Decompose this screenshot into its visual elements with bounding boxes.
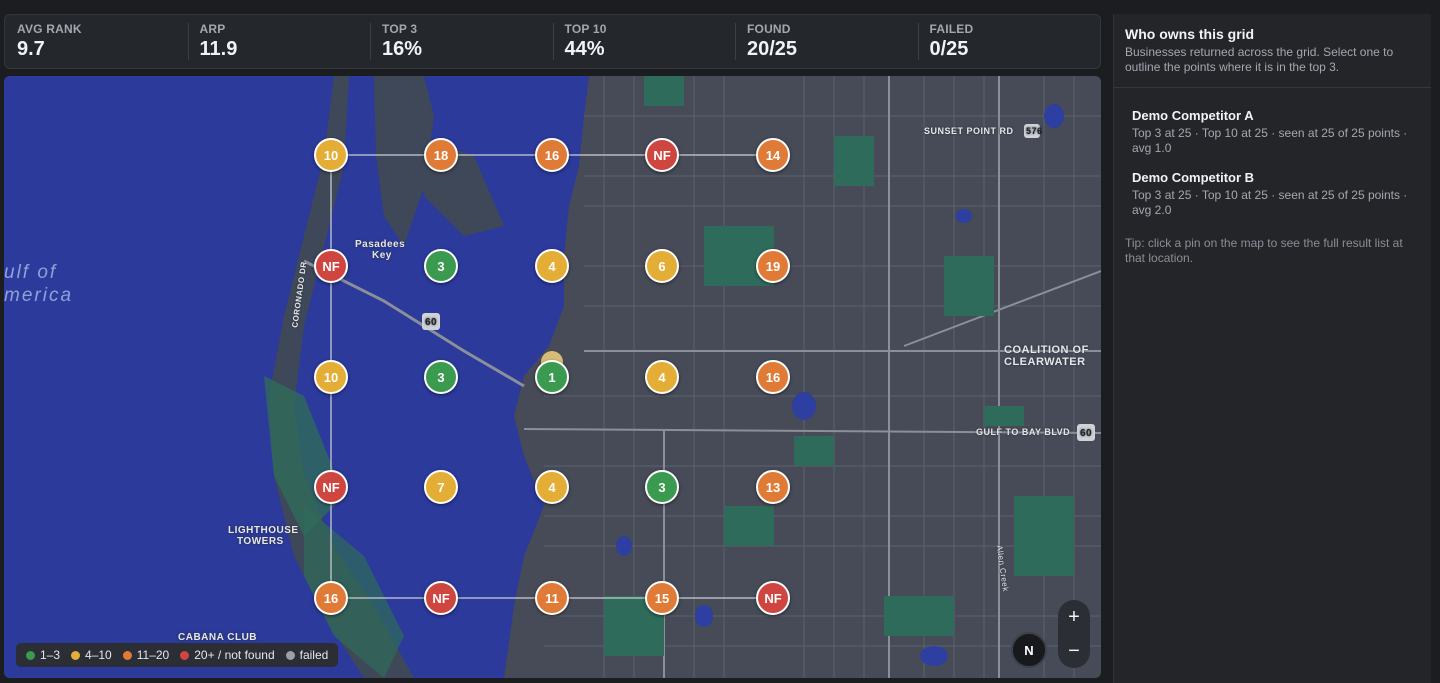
zoom-in-button[interactable]: + [1068,606,1080,628]
zoom-control: + − [1058,600,1090,668]
grid-pin[interactable]: 4 [535,470,569,504]
competitor-meta: Top 3 at 25 · Top 10 at 25 · seen at 25 … [1132,126,1408,155]
grid-pin[interactable]: 16 [756,360,790,394]
legend-label: 1–3 [40,648,61,662]
grid-pin[interactable]: NF [424,581,458,615]
route-576-label: 576 [1026,126,1043,136]
grid-pin[interactable]: 6 [645,249,679,283]
stat-label: FAILED [929,22,974,36]
grid-pin[interactable]: 4 [535,249,569,283]
grid-pin[interactable]: 14 [756,138,790,172]
legend-dot [180,650,190,660]
grid-pin[interactable]: 16 [535,138,569,172]
grid-pin[interactable]: 1 [535,360,569,394]
place-label: Pasadees [355,239,406,250]
competitor-name: Demo Competitor A [1132,108,1254,123]
legend-item: 11–20 [122,648,170,662]
grid-pin[interactable]: 11 [535,581,569,615]
competitors-panel: Who owns this grid Businesses returned a… [1113,14,1431,683]
legend-dot [26,650,35,660]
legend-item: failed [285,648,329,662]
grid-pin[interactable]: NF [314,249,348,283]
legend-label: 11–20 [136,648,170,662]
gulf-label: ulf of [4,262,58,283]
panel-title: Who owns this grid [1125,26,1255,42]
grid-pin[interactable]: 19 [756,249,790,283]
grid-pin[interactable]: 13 [756,470,790,504]
legend-item: 1–3 [26,648,60,662]
stat-label: TOP 10 [564,22,607,36]
tip-text: Tip: click a pin on the map to see the f… [1125,236,1403,265]
legend-label: 20+ / not found [194,648,275,662]
grid-pin[interactable]: 10 [314,360,348,394]
legend-item: 4–10 [71,648,112,662]
stat-label: TOP 3 [382,22,418,36]
stat-value: 11.9 [199,38,238,60]
place-label: LIGHTHOUSE [228,525,299,536]
stat-failed: FAILED 0/25 [917,15,1101,68]
stat-value: 0/25 [929,38,969,60]
place-label: TOWERS [237,536,284,547]
stat-found: FOUND 20/25 [735,15,918,68]
stat-label: ARP [199,22,226,36]
stat-value: 9.7 [17,38,45,60]
competitor-name: Demo Competitor B [1132,170,1255,185]
place-label: Key [372,250,392,261]
panel-subtitle: Businesses returned across the grid. Sel… [1125,45,1394,74]
stat-label: FOUND [747,22,791,36]
route-60-label: 60 [425,317,438,328]
map-base [4,76,1101,678]
grid-pin[interactable]: 16 [314,581,348,615]
stat-label: AVG RANK [17,22,82,36]
competitor-item[interactable]: Demo Competitor A Top 3 at 25 · Top 10 a… [1114,102,1431,160]
grid-pin[interactable]: NF [756,581,790,615]
stat-top10: TOP 10 44% [552,15,736,68]
grid-pin[interactable]: 3 [424,360,458,394]
grid-pin[interactable]: 18 [424,138,458,172]
place-label: COALITION OF [1004,344,1089,356]
grid-pin[interactable]: 7 [424,470,458,504]
legend-dot [285,650,295,660]
stat-value: 16% [382,38,423,60]
competitor-item[interactable]: Demo Competitor B Top 3 at 25 · Top 10 a… [1114,164,1431,222]
rank-grid-map[interactable]: 60 576 60 ulf of merica Pasadees Key COR… [4,76,1101,678]
stat-avg-rank: AVG RANK 9.7 [5,15,188,68]
zoom-out-button[interactable]: − [1068,640,1080,662]
grid-pin[interactable]: 10 [314,138,348,172]
compass-button[interactable]: N [1011,632,1047,668]
legend-label: 4–10 [85,648,112,662]
stats-bar: AVG RANK 9.7 ARP 11.9 TOP 3 16% TOP 10 4… [4,14,1101,69]
grid-pin[interactable]: 4 [645,360,679,394]
route-60-label: 60 [1080,428,1093,439]
street-label: SUNSET POINT RD [924,126,1014,136]
legend-item: 20+ / not found [180,648,275,662]
street-label: GULF TO BAY BLVD [976,427,1071,437]
stat-value: 20/25 [747,38,798,60]
legend-dot [71,650,81,660]
stat-value: 44% [564,38,605,60]
gulf-label: merica [4,285,74,306]
grid-pin[interactable]: 3 [424,249,458,283]
competitor-meta: Top 3 at 25 · Top 10 at 25 · seen at 25 … [1132,188,1408,217]
competitor-list: Demo Competitor A Top 3 at 25 · Top 10 a… [1114,88,1431,222]
grid-pin[interactable]: NF [314,470,348,504]
grid-pin[interactable]: 3 [645,470,679,504]
legend-dot [122,650,132,660]
place-label: CLEARWATER [1004,356,1086,368]
grid-pin[interactable]: 15 [645,581,679,615]
place-label: CABANA CLUB [178,632,258,643]
panel-header: Who owns this grid Businesses returned a… [1114,14,1431,88]
legend-label: failed [299,648,329,662]
stat-top3: TOP 3 16% [370,15,553,68]
rank-legend: 1–3 4–10 11–20 20+ / not found failed [16,643,339,667]
stat-arp: ARP 11.9 [187,15,371,68]
grid-pin[interactable]: NF [645,138,679,172]
